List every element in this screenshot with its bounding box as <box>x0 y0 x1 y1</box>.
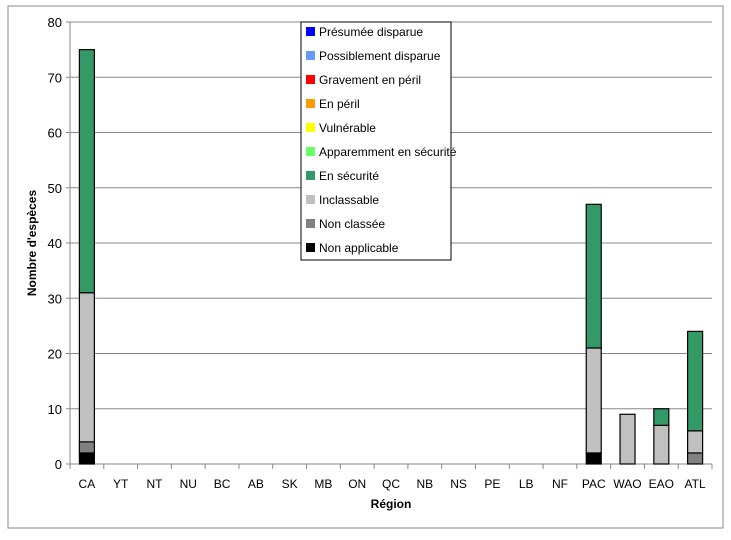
legend-label: Inclassable <box>319 193 379 207</box>
bar-segment <box>78 49 95 294</box>
legend-label: En péril <box>319 97 360 111</box>
bar-segment <box>687 330 704 432</box>
legend-swatch <box>306 123 315 132</box>
x-axis-title: Région <box>371 497 412 511</box>
x-tick-label: MB <box>314 477 332 491</box>
legend-label: Non applicable <box>319 241 399 255</box>
bar-segment <box>687 452 704 465</box>
x-tick-label: PAC <box>582 477 606 491</box>
bar-segment <box>585 203 602 349</box>
bar-segment <box>585 452 602 465</box>
legend-label: Gravement en péril <box>319 73 421 87</box>
legend-swatch <box>306 147 315 156</box>
x-tick-label: QC <box>382 477 400 491</box>
x-tick-label: AB <box>248 477 264 491</box>
legend-label: Non classée <box>319 217 385 231</box>
y-tick-label: 30 <box>48 291 62 306</box>
x-tick-label: NU <box>180 477 197 491</box>
bar-segment <box>653 408 670 426</box>
legend-swatch <box>306 171 315 180</box>
bar-segment <box>653 424 670 465</box>
legend-swatch <box>306 27 315 36</box>
legend-label: Apparemment en sécurité <box>319 145 457 159</box>
y-tick-label: 70 <box>48 70 62 85</box>
bar-segment <box>585 347 602 454</box>
x-tick-label: WAO <box>613 477 641 491</box>
legend-box <box>300 21 452 261</box>
x-tick-label: NT <box>146 477 163 491</box>
x-tick-label: NF <box>552 477 568 491</box>
y-tick-label: 50 <box>48 181 62 196</box>
x-tick-label: LB <box>519 477 534 491</box>
x-tick-label: YT <box>113 477 129 491</box>
y-tick-label: 0 <box>55 457 62 472</box>
y-tick-label: 80 <box>48 15 62 30</box>
bar-segment <box>619 413 636 465</box>
legend-label: Vulnérable <box>319 121 376 135</box>
x-tick-label: NB <box>416 477 433 491</box>
legend-label: En sécurité <box>319 169 379 183</box>
x-tick-label: CA <box>79 477 96 491</box>
legend-label: Présumée disparue <box>319 25 423 39</box>
legend-swatch <box>306 51 315 60</box>
y-tick-label: 40 <box>48 236 62 251</box>
legend-swatch <box>306 243 315 252</box>
x-tick-label: ATL <box>685 477 706 491</box>
x-tick-label: PE <box>484 477 500 491</box>
x-tick-label: ON <box>348 477 366 491</box>
bar-segment <box>78 441 95 454</box>
y-tick-label: 10 <box>48 402 62 417</box>
bar-segment <box>78 452 95 465</box>
y-tick-label: 20 <box>48 347 62 362</box>
y-tick-label: 60 <box>48 126 62 141</box>
legend-swatch <box>306 99 315 108</box>
x-tick-label: NS <box>450 477 467 491</box>
x-tick-label: BC <box>214 477 231 491</box>
legend-label: Possiblement disparue <box>319 49 441 63</box>
x-tick-label: SK <box>282 477 298 491</box>
x-tick-label: EAO <box>649 477 674 491</box>
bar-segment <box>78 292 95 443</box>
bar-segment <box>687 430 704 454</box>
y-axis-title: Nombre d'espèces <box>25 190 39 297</box>
legend-swatch <box>306 195 315 204</box>
legend-swatch <box>306 219 315 228</box>
legend-swatch <box>306 75 315 84</box>
